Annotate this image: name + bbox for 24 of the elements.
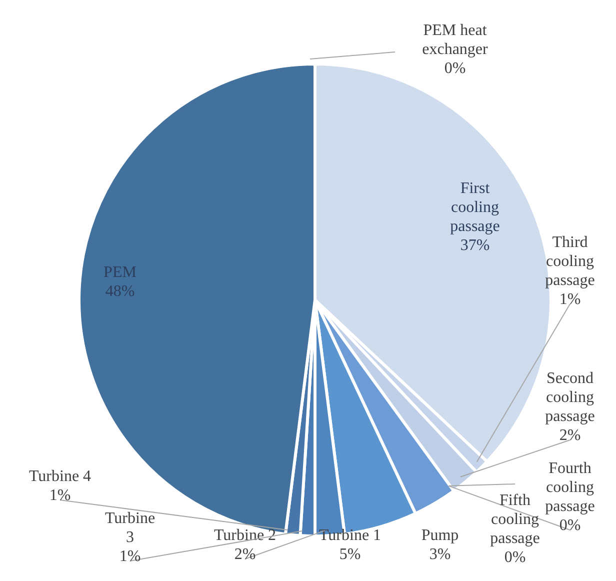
slice-label: Pump [421, 527, 459, 544]
data-label: 1% [49, 487, 71, 504]
data-label: 5% [339, 546, 361, 563]
data-label: 1% [119, 548, 141, 565]
data-label: 37% [460, 237, 490, 254]
category-label: PEM heat exchanger [422, 22, 488, 58]
data-label: 1% [559, 291, 581, 308]
data-label: 48% [105, 283, 135, 300]
slice-label: Third cooling passage [545, 234, 595, 289]
legend-label: Fourth cooling passage [545, 460, 595, 515]
slice-label: Turbine 4 [28, 468, 92, 485]
data-label: 2% [234, 546, 256, 563]
slice-label: Turbine 1 [318, 527, 382, 544]
text: 0% [559, 517, 581, 534]
slice-label: First cooling passage [450, 180, 500, 235]
text: 0% [504, 549, 526, 566]
text: 0% [444, 60, 466, 77]
data-label: 3% [429, 546, 451, 563]
slice-label: Turbine 3 [104, 510, 156, 546]
slice-label: Turbine 2 [214, 527, 276, 544]
slice-label: Second cooling passage [545, 370, 595, 425]
slice-label: PEM [104, 264, 136, 281]
data-label: 2% [559, 427, 581, 444]
category-label: Fifth cooling passage [490, 492, 540, 547]
